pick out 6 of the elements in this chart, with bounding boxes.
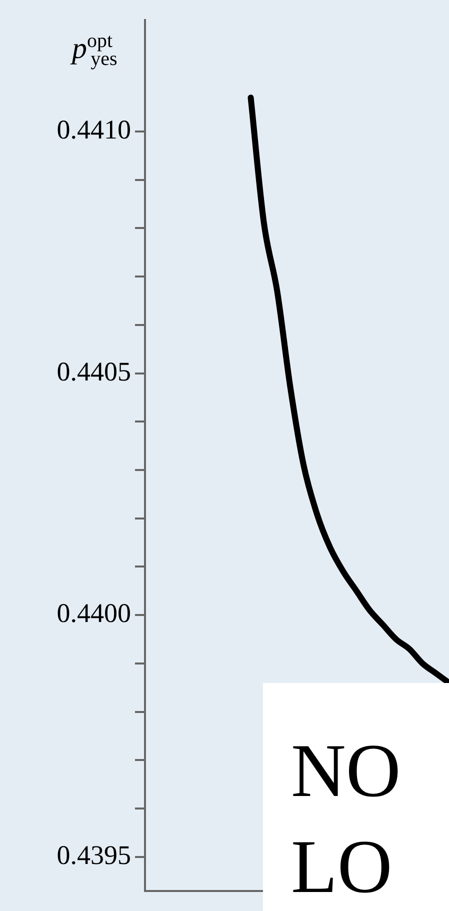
y-tick-label: 0.4410 (56, 114, 131, 145)
y-tick-label: 0.4400 (56, 598, 131, 628)
y-tick-label: 0.4395 (56, 840, 131, 870)
annotation: NO (291, 728, 402, 815)
y-tick-label: 0.4405 (56, 356, 131, 386)
annotation: LO (291, 824, 394, 911)
